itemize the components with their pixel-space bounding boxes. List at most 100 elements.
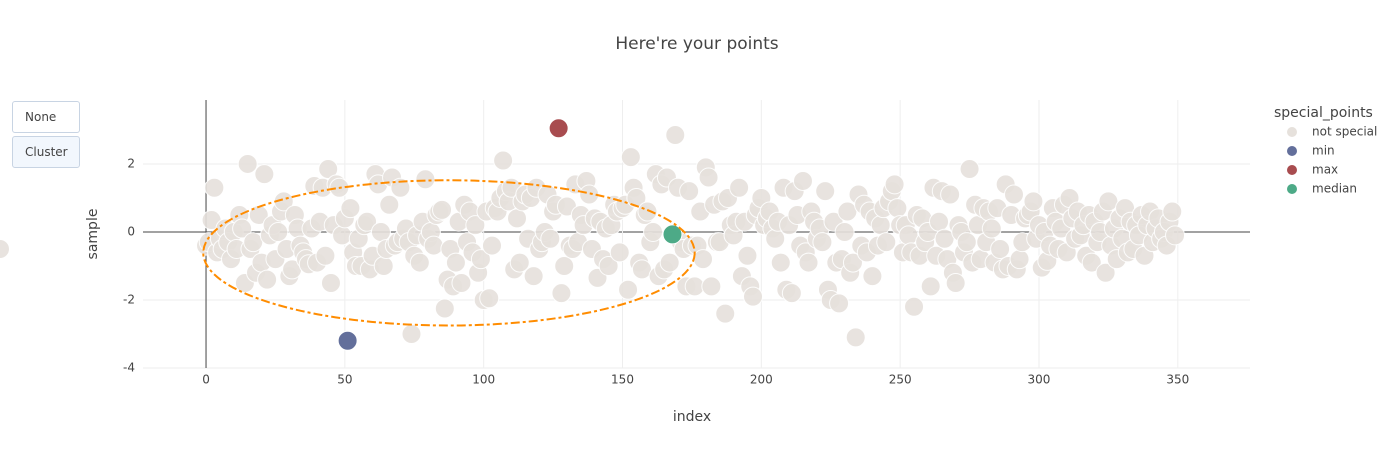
point	[898, 225, 919, 246]
y-tick-label: 0	[127, 224, 135, 238]
legend-marker	[1287, 165, 1297, 175]
point	[357, 211, 378, 232]
legend-title: special_points	[1274, 105, 1373, 121]
x-tick-label: 350	[1166, 373, 1189, 387]
point	[598, 255, 619, 276]
point	[637, 201, 658, 222]
point	[887, 198, 908, 219]
point	[693, 249, 714, 270]
point	[332, 225, 353, 246]
point	[829, 293, 850, 314]
point	[523, 266, 544, 287]
point	[243, 232, 264, 253]
legend-marker	[1287, 184, 1297, 194]
point	[337, 330, 358, 351]
point	[631, 259, 652, 280]
point	[445, 252, 466, 273]
legend-label: max	[1312, 163, 1338, 177]
legend-label: min	[1312, 144, 1335, 158]
point	[409, 252, 430, 273]
y-axis-label: sample	[85, 209, 101, 260]
y-tick-label: -2	[123, 292, 135, 306]
point	[373, 255, 394, 276]
point	[237, 153, 258, 174]
point	[423, 235, 444, 256]
point	[715, 303, 736, 324]
cluster-button[interactable]: Cluster	[12, 136, 80, 168]
point	[1009, 249, 1030, 270]
point	[320, 272, 341, 293]
point	[273, 191, 294, 212]
point	[870, 215, 891, 236]
point	[698, 167, 719, 188]
point	[798, 252, 819, 273]
x-tick-label: 100	[472, 373, 495, 387]
point	[842, 252, 863, 273]
point	[548, 118, 569, 139]
point	[1162, 201, 1183, 222]
y-tick-label: 2	[127, 156, 135, 170]
x-tick-label: 0	[202, 373, 210, 387]
point	[643, 221, 664, 242]
y-tick-label: -4	[123, 361, 135, 375]
point	[665, 125, 686, 146]
x-tick-label: 250	[889, 373, 912, 387]
point	[451, 272, 472, 293]
point	[620, 147, 641, 168]
point	[268, 221, 289, 242]
point	[493, 150, 514, 171]
point	[876, 232, 897, 253]
none-button[interactable]: None	[12, 101, 80, 133]
point	[815, 181, 836, 202]
x-tick-label: 150	[611, 373, 634, 387]
point	[470, 249, 491, 270]
point	[684, 276, 705, 297]
point	[0, 238, 10, 259]
point	[509, 252, 530, 273]
point	[254, 164, 275, 185]
point	[432, 199, 453, 220]
point	[232, 218, 253, 239]
point	[862, 266, 883, 287]
legend-marker	[1287, 146, 1297, 156]
point	[1165, 225, 1186, 246]
x-tick-label: 300	[1028, 373, 1051, 387]
point	[940, 184, 961, 205]
point	[945, 272, 966, 293]
point	[1081, 252, 1102, 273]
point	[920, 276, 941, 297]
point	[370, 221, 391, 242]
point	[540, 228, 561, 249]
x-tick-label: 200	[750, 373, 773, 387]
point	[770, 252, 791, 273]
point	[554, 255, 575, 276]
x-tick-label: 50	[337, 373, 352, 387]
point	[834, 221, 855, 242]
chart-title: Here're your points	[615, 34, 778, 54]
legend-label: not special	[1312, 125, 1377, 139]
point	[792, 170, 813, 191]
ellipse-shape	[202, 179, 696, 327]
point	[812, 232, 833, 253]
point	[956, 232, 977, 253]
point	[315, 245, 336, 266]
point	[257, 269, 278, 290]
legend-label: median	[1312, 182, 1357, 196]
point	[579, 184, 600, 205]
point	[837, 201, 858, 222]
point	[482, 235, 503, 256]
point	[659, 252, 680, 273]
point	[1098, 191, 1119, 212]
point	[729, 177, 750, 198]
point	[981, 218, 1002, 239]
point	[765, 228, 786, 249]
point	[434, 298, 455, 319]
point	[743, 286, 764, 307]
x-axis-label: index	[673, 409, 711, 425]
point	[465, 215, 486, 236]
point	[401, 323, 422, 344]
point	[662, 224, 683, 245]
point	[934, 228, 955, 249]
point	[1095, 262, 1116, 283]
